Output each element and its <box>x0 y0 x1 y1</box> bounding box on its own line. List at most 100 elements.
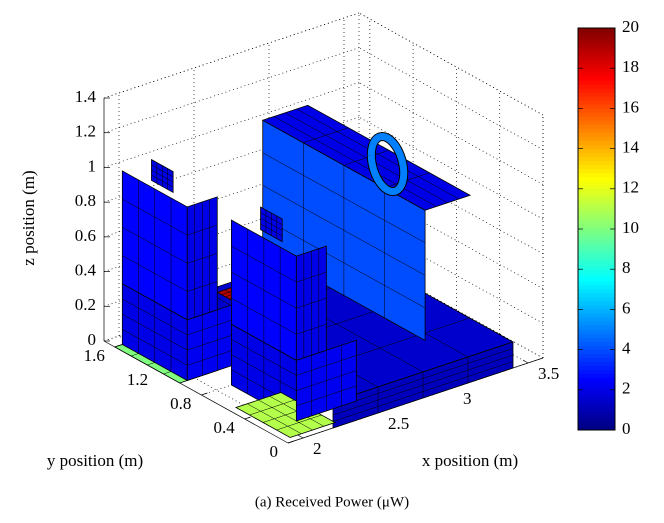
colorbar-swatch <box>578 236 615 242</box>
colorbar-swatch <box>578 297 615 302</box>
y-tick-label: 0.8 <box>170 394 191 413</box>
mesh-line <box>303 127 349 143</box>
colorbar-swatch <box>578 47 615 53</box>
mesh-line <box>296 370 357 391</box>
colorbar-swatch <box>578 401 615 407</box>
mesh-line <box>332 348 514 409</box>
colorbar-swatch <box>578 164 615 169</box>
colorbar-swatch <box>578 333 615 338</box>
colorbar-swatch <box>578 248 615 254</box>
mesh-line <box>231 245 297 283</box>
colorbar-swatch <box>578 240 615 246</box>
mesh-line <box>187 253 218 264</box>
colorbar-swatch <box>578 160 615 165</box>
colorbar-swatch <box>578 196 615 202</box>
colorbar-tick-label: 0 <box>622 419 631 438</box>
colorbar-tick-label: 2 <box>622 379 631 398</box>
colorbar-swatch <box>578 349 615 354</box>
colorbar-swatch <box>578 83 615 89</box>
colorbar-swatch <box>578 301 615 306</box>
colorbar-swatch <box>578 71 615 77</box>
colorbar-swatch <box>578 224 615 230</box>
colorbar-swatch <box>578 152 615 157</box>
mesh-line <box>122 198 188 236</box>
mesh-line <box>296 108 459 200</box>
x-tick <box>522 359 529 364</box>
mesh-line <box>296 355 357 376</box>
colorbar-swatch <box>578 345 615 350</box>
colorbar-swatch <box>578 124 615 129</box>
mesh-line <box>122 313 188 351</box>
colorbar-swatch <box>578 256 615 262</box>
colorbar-swatch <box>578 385 615 391</box>
colorbar-swatch <box>578 228 615 234</box>
colorbar-swatch <box>578 55 615 61</box>
z-tick-label: 1.4 <box>75 87 97 106</box>
z-tick-label: 1 <box>88 156 97 175</box>
mesh-line <box>122 298 188 336</box>
colorbar-swatch <box>578 156 615 161</box>
colorbar-swatch <box>578 116 615 121</box>
colorbar-swatch <box>578 377 615 383</box>
colorbar-swatch <box>578 276 615 282</box>
colorbar-swatch <box>578 112 615 117</box>
colorbar-swatch <box>578 244 615 250</box>
mesh-line <box>151 164 174 178</box>
colorbar-swatch <box>578 341 615 346</box>
colorbar-swatch <box>578 252 615 258</box>
colorbar-swatch <box>578 260 615 266</box>
colorbar-swatch <box>578 188 615 194</box>
y-tick <box>201 392 208 396</box>
colorbar-swatch <box>578 100 615 105</box>
colorbar-swatch <box>578 313 615 318</box>
mesh-line <box>249 399 295 416</box>
x-tick-label: 3.5 <box>538 364 559 383</box>
z-tick-label: 1.2 <box>75 122 96 141</box>
colorbar-swatch <box>578 192 615 198</box>
colorbar-tick-label: 4 <box>622 339 631 358</box>
colorbar-tick-label: 6 <box>622 298 631 317</box>
colorbar-swatch <box>578 39 615 45</box>
colorbar-swatch <box>578 381 615 387</box>
grid-line <box>103 82 360 168</box>
colorbar-swatch <box>578 329 615 334</box>
colorbar-swatch <box>578 67 615 73</box>
colorbar-swatch <box>578 75 615 81</box>
colorbar-swatch <box>578 321 615 326</box>
colorbar-swatch <box>578 284 615 290</box>
colorbar-tick-label: 18 <box>622 57 639 76</box>
colorbar-swatch <box>578 268 615 274</box>
colorbar-swatch <box>578 425 615 431</box>
colorbar-swatch <box>578 365 615 370</box>
colorbar-swatch <box>578 393 615 399</box>
x-tick-label: 2 <box>313 439 322 458</box>
x-tick-label: 2.5 <box>388 414 409 433</box>
colorbar-swatch <box>578 361 615 366</box>
y-axis-title: y position (m) <box>47 451 143 470</box>
grid-line <box>103 47 360 134</box>
colorbar-swatch <box>578 136 615 141</box>
colorbar-swatch <box>578 204 615 210</box>
colorbar-swatch <box>578 417 615 423</box>
colorbar-swatch <box>578 176 615 182</box>
colorbar-swatch <box>578 212 615 218</box>
colorbar-swatch <box>578 92 615 97</box>
z-tick-label: 0.8 <box>75 191 96 210</box>
colorbar-tick-label: 12 <box>622 178 639 197</box>
y-tick <box>244 416 251 420</box>
y-tick <box>287 440 295 444</box>
colorbar-swatch <box>578 293 615 298</box>
mesh-line <box>262 185 426 276</box>
colorbar-swatch <box>578 140 615 145</box>
colorbar-swatch <box>578 200 615 206</box>
colorbar-swatch <box>578 409 615 415</box>
colorbar-tick-label: 10 <box>622 218 639 237</box>
colorbar-tick-label: 16 <box>622 97 639 116</box>
colorbar-swatch <box>578 353 615 358</box>
x-tick <box>297 434 304 439</box>
wheel <box>367 132 408 196</box>
colorbar-swatch <box>578 264 615 270</box>
colorbar-swatch <box>578 325 615 330</box>
colorbar-swatch <box>578 180 615 186</box>
